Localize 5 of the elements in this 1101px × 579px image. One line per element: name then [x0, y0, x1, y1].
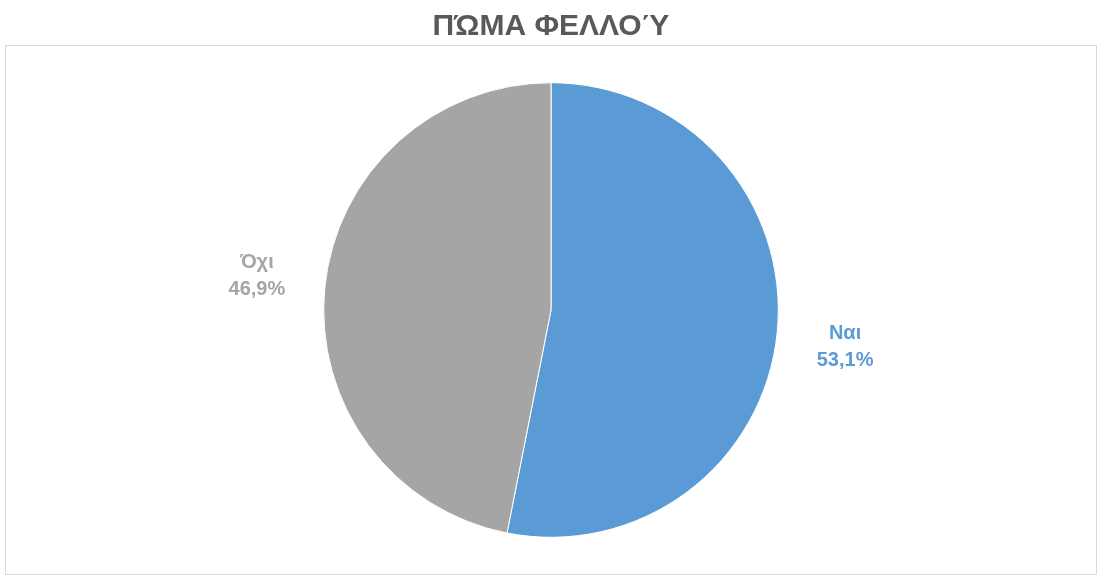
data-label: 46,9%: [228, 276, 286, 299]
chart-title: ΠΏΜΑ ΦΕΛΛΟΎ: [432, 7, 670, 41]
slice-label: Όχι: [239, 250, 274, 273]
slice-label: Ναι: [828, 321, 862, 344]
data-label: 53,1%: [816, 347, 874, 370]
